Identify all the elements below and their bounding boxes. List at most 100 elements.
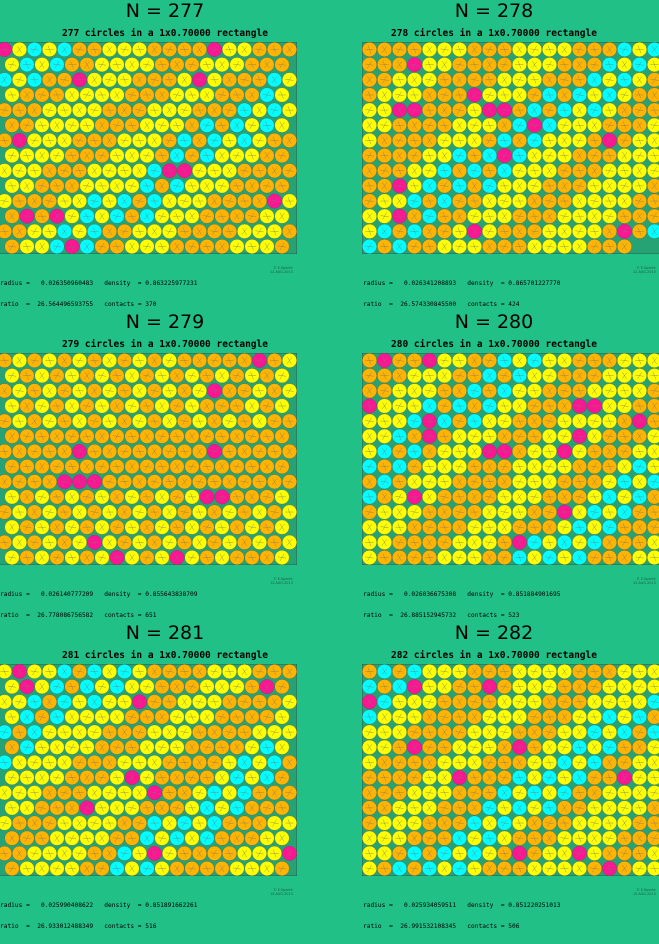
contact-marks	[516, 849, 523, 858]
contact-marks	[471, 667, 478, 676]
contact-marks	[650, 728, 659, 737]
contact-marks	[486, 371, 493, 380]
contact-marks	[561, 804, 568, 812]
packing-svg	[362, 42, 659, 254]
contact-marks	[22, 523, 32, 531]
contact-marks	[651, 91, 658, 99]
contact-marks	[501, 167, 508, 175]
radius-density-line: radius = 0.026036675308 density = 0.8518…	[363, 591, 561, 598]
contact-marks	[381, 402, 388, 410]
contact-marks	[144, 743, 150, 751]
contact-marks	[99, 212, 105, 220]
contact-marks	[635, 864, 644, 873]
contact-marks	[365, 819, 374, 827]
contact-marks	[166, 417, 173, 425]
contact-marks	[650, 773, 659, 782]
contact-marks	[590, 462, 599, 471]
contact-marks	[606, 356, 613, 365]
contact-marks	[84, 864, 90, 873]
contact-marks	[501, 212, 508, 220]
contact-marks	[286, 667, 293, 676]
contact-marks	[561, 402, 568, 410]
contact-marks	[195, 106, 204, 115]
contact-marks	[165, 667, 174, 676]
contact-marks	[515, 553, 524, 562]
contact-marks	[279, 212, 285, 220]
contact-marks	[455, 819, 464, 827]
contact-marks	[15, 728, 24, 737]
contact-marks	[114, 493, 120, 501]
contact-marks	[576, 773, 583, 782]
contact-marks	[1, 167, 8, 175]
contact-marks	[129, 773, 135, 782]
contact-marks	[0, 356, 9, 365]
contact-marks	[575, 849, 584, 858]
contact-marks	[264, 371, 270, 380]
contact-marks	[189, 121, 195, 129]
contact-marks	[591, 167, 598, 175]
panel-title: N = 278	[454, 0, 534, 22]
contact-marks	[127, 804, 137, 812]
contact-marks	[159, 182, 165, 190]
contact-marks	[67, 834, 77, 842]
contact-marks	[545, 713, 554, 721]
contact-marks	[136, 789, 143, 797]
contact-marks	[575, 523, 584, 532]
contact-marks	[635, 181, 644, 190]
contact-marks	[75, 386, 84, 395]
contact-marks	[545, 492, 554, 501]
contact-marks	[271, 167, 278, 175]
contact-marks	[381, 91, 388, 99]
contact-marks	[455, 713, 464, 721]
contact-marks	[187, 864, 197, 873]
contact-marks	[395, 743, 404, 752]
contact-marks	[180, 45, 189, 54]
contact-marks	[247, 864, 257, 873]
contact-marks	[255, 356, 264, 365]
contact-marks	[485, 227, 494, 236]
contact-marks	[365, 197, 374, 205]
contact-marks	[485, 45, 494, 54]
contact-marks	[561, 667, 568, 676]
contact-marks	[440, 667, 449, 676]
contact-marks	[590, 91, 599, 99]
contact-marks	[172, 121, 182, 130]
contact-marks	[22, 151, 32, 160]
contact-marks	[545, 538, 554, 547]
contact-marks	[650, 197, 659, 205]
contact-marks	[620, 356, 629, 365]
contact-marks	[530, 447, 539, 456]
contact-marks	[545, 356, 554, 365]
contact-marks	[530, 804, 539, 812]
contact-marks	[651, 804, 658, 812]
contact-marks	[576, 682, 583, 691]
contact-marks	[75, 227, 84, 236]
contact-marks	[441, 151, 448, 160]
contact-marks	[279, 121, 285, 129]
contact-marks	[76, 417, 83, 425]
packed-circle	[0, 102, 12, 118]
contact-marks	[144, 121, 150, 129]
contact-marks	[286, 136, 293, 145]
contact-marks	[204, 493, 210, 501]
contact-marks	[195, 478, 204, 486]
contact-marks	[590, 402, 599, 410]
contact-marks	[620, 834, 629, 843]
contact-marks	[129, 864, 135, 873]
contact-marks	[105, 478, 114, 486]
contact-marks	[16, 849, 23, 858]
contact-marks	[530, 356, 539, 365]
contact-marks	[590, 849, 599, 858]
contact-marks	[22, 212, 32, 220]
stats-block: radius = 0.025934059511 density = 0.8512…	[363, 888, 560, 944]
contact-marks	[24, 804, 30, 812]
contact-marks	[410, 45, 419, 54]
contact-marks	[456, 698, 463, 706]
contact-marks	[39, 60, 45, 69]
contact-marks	[380, 864, 389, 873]
contact-marks	[99, 743, 105, 751]
contact-marks	[52, 151, 62, 160]
contact-marks	[0, 819, 9, 827]
contact-marks	[530, 743, 539, 752]
contact-marks	[470, 682, 479, 691]
